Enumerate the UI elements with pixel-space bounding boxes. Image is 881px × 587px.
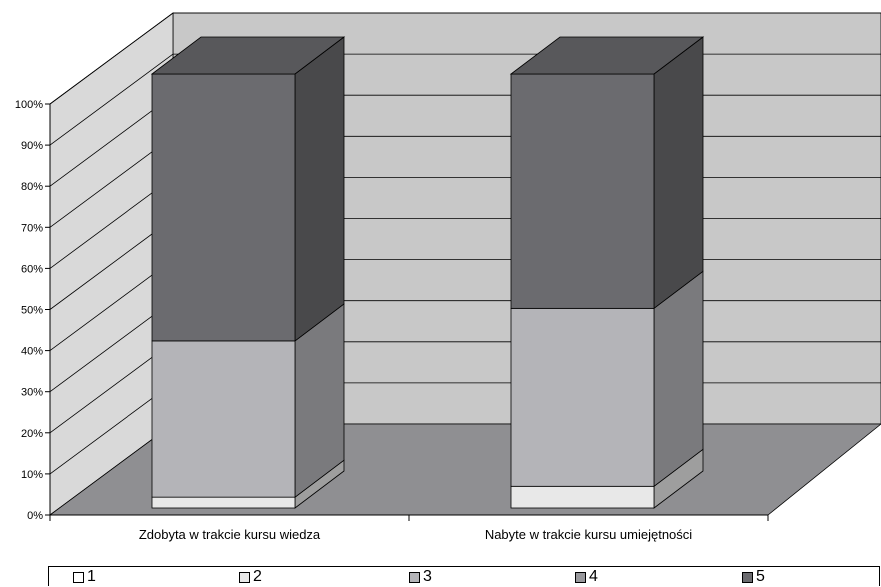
bar-segment-series-5 <box>510 73 655 309</box>
legend-item-4: 4 <box>575 567 598 587</box>
legend-swatch-1 <box>73 571 84 583</box>
bars <box>150 36 705 509</box>
y-tick-label: 100% <box>15 99 43 111</box>
y-tick-label: 70% <box>21 222 43 234</box>
legend: 1 2 3 4 5 <box>48 566 880 586</box>
y-tick-label: 60% <box>21 263 43 275</box>
legend-item-5: 5 <box>742 567 765 587</box>
bar-top-series-5 <box>509 36 705 75</box>
bar-side-series-3 <box>653 270 704 488</box>
bar-side-series-5 <box>653 36 704 310</box>
category-label: Zdobyta w trakcie kursu wiedza <box>139 527 321 542</box>
bar-segment-series-2 <box>510 485 655 509</box>
legend-label-5: 5 <box>756 568 765 585</box>
legend-swatch-4 <box>575 571 586 583</box>
legend-label-1: 1 <box>87 568 96 585</box>
y-tick-label: 40% <box>21 346 43 358</box>
y-tick-label: 30% <box>21 387 43 399</box>
value-axis: 0% 10% 20% 30% 40% 50% 60% 70% 80% 90% 100% <box>15 99 51 522</box>
gridline-side <box>49 53 174 146</box>
legend-label-3: 3 <box>423 568 432 585</box>
bar-side-series-5 <box>294 36 345 342</box>
y-tick-label: 80% <box>21 181 43 193</box>
category-axis: Zdobyta w trakcie kursu wiedza Nabyte w t… <box>49 514 769 542</box>
legend-item-3: 3 <box>409 567 432 587</box>
bar-top-series-5 <box>150 36 346 75</box>
y-tick-label: 10% <box>21 469 43 481</box>
legend-label-4: 4 <box>589 568 598 585</box>
bar-segment-series-3 <box>510 307 655 487</box>
legend-swatch-2 <box>239 571 250 583</box>
y-tick-label: 0% <box>27 510 43 522</box>
legend-swatch-5 <box>742 571 753 583</box>
y-tick-label: 90% <box>21 140 43 152</box>
category-label: Nabyte w trakcie kursu umiejętności <box>485 527 692 542</box>
gridline-side <box>49 12 174 105</box>
bar-segment-series-2 <box>151 496 296 509</box>
bar-segment-series-3 <box>151 340 296 498</box>
y-tick-label: 50% <box>21 305 43 317</box>
bar-segment-series-5 <box>151 73 296 342</box>
legend-item-2: 2 <box>239 567 262 587</box>
legend-swatch-3 <box>409 571 420 583</box>
legend-item-1: 1 <box>73 567 96 587</box>
legend-label-2: 2 <box>253 568 262 585</box>
y-tick-label: 20% <box>21 428 43 440</box>
